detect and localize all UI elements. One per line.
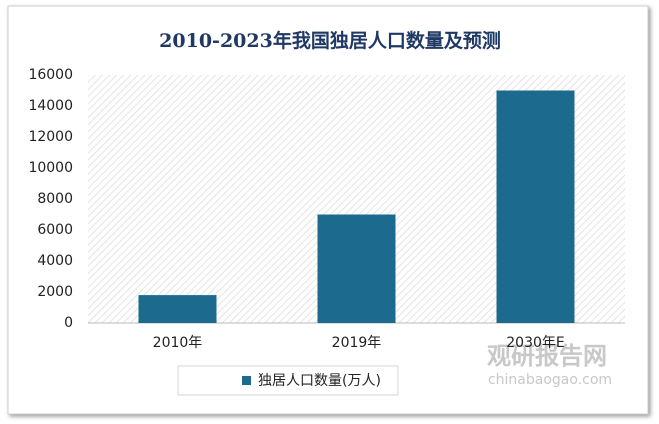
bar [138, 295, 217, 323]
y-tick-label: 16000 [28, 67, 73, 83]
y-tick-label: 4000 [37, 253, 73, 269]
x-tick-label: 2010年 [153, 335, 203, 351]
y-tick-label: 12000 [28, 129, 73, 145]
bar [317, 214, 396, 323]
chart-title: 2010-2023年我国独居人口数量及预测 [159, 29, 501, 52]
y-tick-label: 0 [64, 315, 73, 331]
legend [177, 365, 399, 396]
y-tick-label: 6000 [37, 222, 73, 238]
y-tick-label: 2000 [37, 284, 73, 300]
y-tick-label: 10000 [28, 160, 73, 176]
bar [496, 90, 575, 323]
x-tick-label: 2019年 [332, 335, 382, 351]
legend-label: 独居人口数量(万人) [258, 373, 381, 389]
legend-swatch [242, 376, 251, 385]
x-tick-label: 2030年E [506, 335, 564, 351]
watermark-url: chinabaogao.com [488, 372, 612, 388]
y-tick-label: 14000 [28, 98, 73, 114]
watermark-name: 观研报告网 [487, 342, 607, 370]
y-tick-label: 8000 [37, 191, 73, 207]
